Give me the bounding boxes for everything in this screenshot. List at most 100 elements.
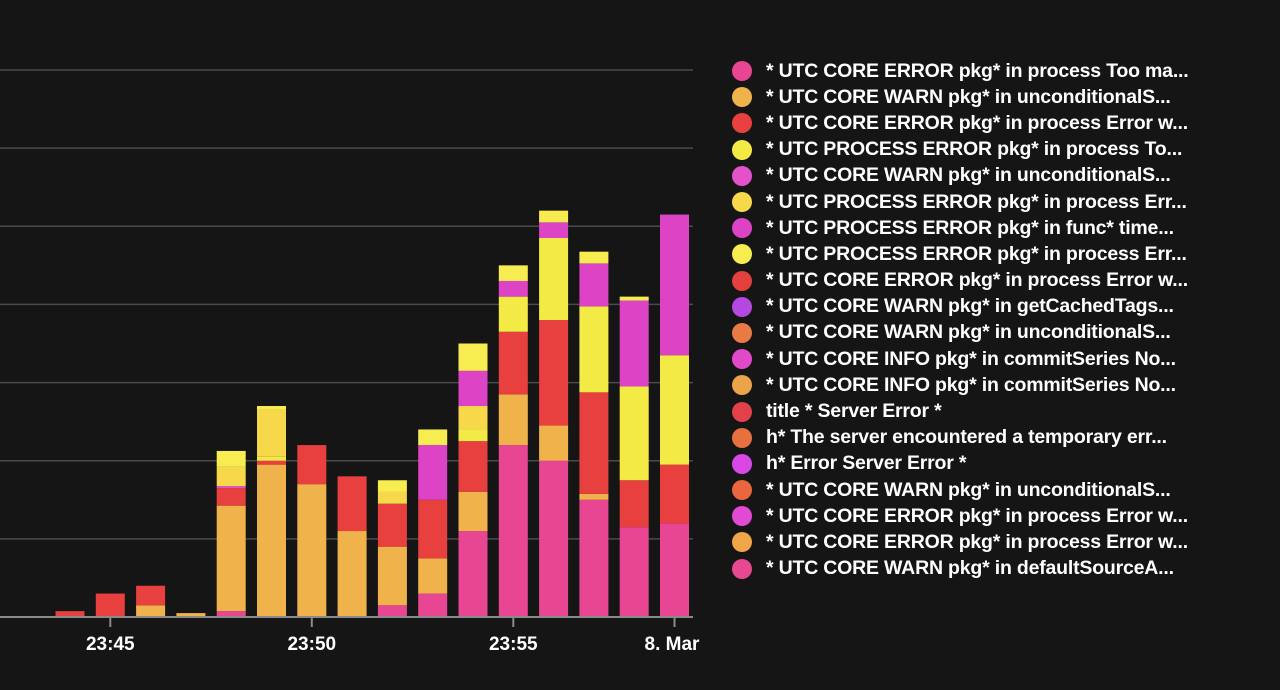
legend-label: * UTC PROCESS ERROR pkg* in process Err.… — [766, 190, 1187, 213]
bar-segment — [539, 425, 569, 461]
legend-swatch-icon — [732, 192, 752, 213]
legend-item[interactable]: * UTC CORE WARN pkg* in unconditionalS..… — [732, 84, 1272, 110]
legend-label: * UTC CORE WARN pkg* in defaultSourceA..… — [766, 557, 1174, 580]
legend-item[interactable]: * UTC CORE WARN pkg* in getCachedTags... — [732, 294, 1272, 320]
legend-item[interactable]: * UTC CORE WARN pkg* in unconditionalS..… — [732, 320, 1272, 346]
bar-segment — [418, 499, 448, 559]
legend-swatch-icon — [732, 270, 752, 291]
bar-segment — [619, 300, 649, 387]
legend-item[interactable]: * UTC CORE ERROR pkg* in process Error w… — [732, 503, 1272, 529]
legend-swatch-icon — [732, 113, 752, 134]
legend-item[interactable]: * UTC CORE WARN pkg* in defaultSourceA..… — [732, 556, 1272, 582]
bar-segment — [660, 355, 689, 465]
legend-swatch-icon — [732, 244, 752, 265]
legend-item[interactable]: * UTC CORE ERROR pkg* in process Error w… — [732, 110, 1272, 136]
bar-segment — [377, 546, 407, 606]
bar-segment — [257, 406, 286, 410]
legend-item[interactable]: * UTC CORE INFO pkg* in commitSeries No.… — [732, 346, 1272, 372]
legend-item[interactable]: * UTC CORE ERROR pkg* in process Error w… — [732, 529, 1272, 555]
bar-segment — [216, 488, 246, 506]
bars — [55, 210, 689, 617]
legend-item[interactable]: * UTC CORE ERROR pkg* in process Too ma.… — [732, 58, 1272, 84]
bar-segment — [579, 263, 609, 307]
bar-segment — [216, 505, 246, 612]
legend-swatch-icon — [732, 427, 752, 448]
legend-label: * UTC PROCESS ERROR pkg* in process Err.… — [766, 242, 1187, 265]
bar-segment — [498, 394, 528, 446]
bar-segment — [498, 265, 528, 281]
legend-swatch-icon — [732, 480, 752, 501]
legend-item[interactable]: * UTC PROCESS ERROR pkg* in process To..… — [732, 137, 1272, 163]
legend-swatch-icon — [732, 349, 752, 370]
bar-segment — [579, 499, 609, 617]
legend-swatch-icon — [732, 61, 752, 82]
bar-segment — [257, 409, 286, 457]
bar-segment — [297, 445, 327, 485]
legend-item[interactable]: * UTC PROCESS ERROR pkg* in process Err.… — [732, 241, 1272, 267]
legend-label: * UTC CORE ERROR pkg* in process Error w… — [766, 530, 1188, 553]
legend-label: * UTC CORE ERROR pkg* in process Too ma.… — [766, 59, 1189, 82]
legend-item[interactable]: h* Error Server Error * — [732, 451, 1272, 477]
legend-label: * UTC CORE ERROR pkg* in process Error w… — [766, 504, 1188, 527]
bar-segment — [136, 585, 166, 606]
bar-segment — [579, 493, 609, 500]
bar-segment — [216, 450, 246, 467]
legend-label: * UTC CORE INFO pkg* in commitSeries No.… — [766, 347, 1176, 370]
bar-segment — [539, 222, 569, 239]
legend-label: * UTC PROCESS ERROR pkg* in func* time..… — [766, 216, 1174, 239]
bar-segment — [257, 456, 286, 461]
bar-segment — [660, 464, 689, 524]
legend-item[interactable]: * UTC PROCESS ERROR pkg* in func* time..… — [732, 215, 1272, 241]
legend-label: h* The server encountered a temporary er… — [766, 426, 1167, 449]
bar-segment — [337, 476, 367, 532]
legend-item[interactable]: h* The server encountered a temporary er… — [732, 425, 1272, 451]
bar-segment — [619, 480, 649, 528]
legend-label: * UTC PROCESS ERROR pkg* in process To..… — [766, 138, 1183, 161]
bar-segment — [498, 445, 528, 617]
bar-segment — [377, 480, 407, 492]
bar-segment — [377, 491, 407, 504]
legend-label: * UTC CORE INFO pkg* in commitSeries No.… — [766, 373, 1176, 396]
bar-segment — [136, 605, 166, 617]
legend-label: h* Error Server Error * — [766, 452, 967, 475]
legend-label: * UTC CORE WARN pkg* in unconditionalS..… — [766, 85, 1171, 108]
legend-swatch-icon — [732, 375, 752, 396]
x-tick-label: 23:50 — [287, 634, 336, 655]
bar-segment — [216, 466, 246, 487]
bar-segment — [458, 531, 488, 617]
legend-swatch-icon — [732, 558, 752, 579]
bar-segment — [619, 527, 649, 617]
bar-segment — [539, 210, 569, 223]
legend-item[interactable]: * UTC CORE WARN pkg* in unconditionalS..… — [732, 477, 1272, 503]
bar-segment — [458, 491, 488, 532]
bar-segment — [539, 238, 569, 321]
legend-item[interactable]: title * Server Error * — [732, 398, 1272, 424]
bar-segment — [458, 370, 488, 407]
legend: * UTC CORE ERROR pkg* in process Too ma.… — [732, 58, 1272, 582]
bar-segment — [660, 214, 689, 356]
bar-segment — [337, 531, 367, 617]
legend-swatch-icon — [732, 322, 752, 343]
bar-segment — [539, 320, 569, 426]
x-tick-label: 23:45 — [86, 634, 135, 655]
x-axis: 23:45 23:50 23:55 8. Mar — [0, 616, 700, 655]
bar-segment — [498, 280, 528, 297]
bar-segment — [660, 523, 689, 617]
bar-segment — [579, 392, 609, 494]
legend-label: * UTC CORE WARN pkg* in unconditionalS..… — [766, 478, 1171, 501]
legend-swatch-icon — [732, 139, 752, 160]
bar-segment — [418, 558, 448, 594]
bar-segment — [619, 386, 649, 481]
legend-item[interactable]: * UTC CORE WARN pkg* in unconditionalS..… — [732, 163, 1272, 189]
legend-swatch-icon — [732, 218, 752, 239]
bar-segment — [458, 441, 488, 492]
bar-segment — [458, 406, 488, 430]
legend-item[interactable]: * UTC PROCESS ERROR pkg* in process Err.… — [732, 189, 1272, 215]
legend-item[interactable]: * UTC CORE ERROR pkg* in process Error w… — [732, 268, 1272, 294]
bar-segment — [216, 611, 246, 617]
legend-swatch-icon — [732, 506, 752, 527]
plot-area: 23:45 23:50 23:55 8. Mar — [0, 69, 700, 655]
legend-item[interactable]: * UTC CORE INFO pkg* in commitSeries No.… — [732, 372, 1272, 398]
bar-segment — [297, 484, 327, 617]
bar-segment — [55, 611, 85, 617]
